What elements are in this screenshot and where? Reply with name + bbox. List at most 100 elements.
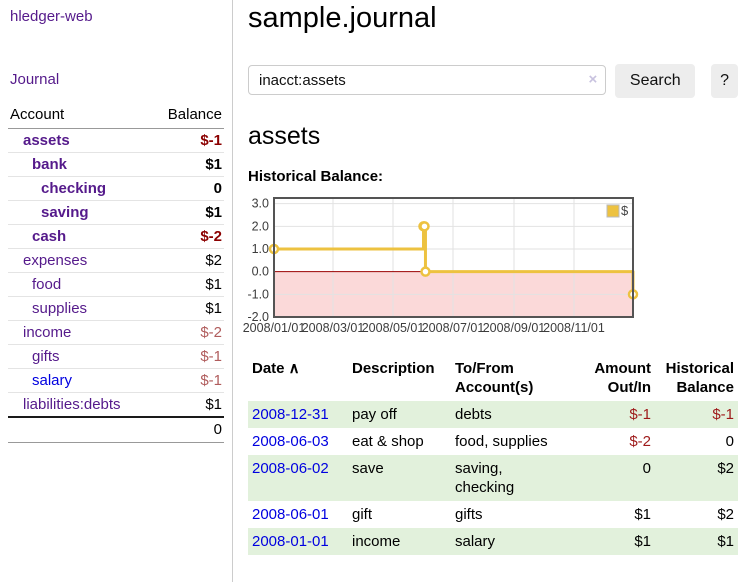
account-heading: assets [248,122,321,150]
transaction-amount: 0 [642,460,651,477]
account-link-food[interactable]: food [32,276,62,293]
sidebar: hledger-web Journal Account Balance asse… [0,0,233,582]
register-col-to-from: To/From Account(s) [455,360,534,396]
account-balance: $1 [151,200,224,225]
account-row: expenses $2 [8,248,224,273]
main-content: sample.journal × Search ? assets Histori… [243,0,738,555]
account-row: food $1 [8,272,224,297]
transaction-date-link[interactable]: 2008-06-01 [252,506,329,523]
svg-text:-2.0: -2.0 [247,310,269,324]
accounts-col-account: Account [8,102,152,129]
register-row: 2008-06-03 eat & shop food, supplies $-2 0 [248,428,738,455]
transaction-balance: $2 [717,506,734,523]
svg-text:2008/11/01: 2008/11/01 [543,321,605,335]
account-link-expenses[interactable]: expenses [23,252,88,269]
transaction-description: income [352,533,401,550]
register-row: 2008-12-31 pay off debts $-1 $-1 [248,401,738,428]
transaction-amount: $-2 [629,433,651,450]
accounts-total-value: 0 [151,416,224,443]
transaction-description: gift [352,506,373,523]
account-row: checking 0 [8,176,224,201]
transaction-balance: $2 [717,460,734,477]
account-link-cash[interactable]: cash [32,228,67,245]
account-link-assets[interactable]: assets [23,132,70,149]
legend-label: $ [621,203,629,218]
brand-link[interactable]: hledger-web [10,8,93,25]
clear-search-icon[interactable]: × [588,71,598,88]
transaction-amount: $-1 [629,406,651,423]
search-button[interactable]: Search [615,64,696,98]
transaction-description: pay off [352,406,397,423]
register-row: 2008-06-01 gift gifts $1 $2 [248,501,738,528]
transaction-amount: $1 [634,533,651,550]
register-header-row: Date ∧ Description To/From Account(s) Amount… [248,357,738,401]
historical-balance-chart: $3.0 2.0 1.0 0.0 -1.0 -2.0 2008/01/01 2008/03/0… [243,196,738,336]
svg-text:-1.0: -1.0 [247,287,269,301]
search-box: × [248,65,607,97]
account-row: gifts $-1 [8,344,224,369]
transaction-date-link[interactable]: 2008-06-02 [252,460,329,477]
chart-title: Historical Balance: [248,168,384,185]
transaction-description: eat & shop [352,433,424,450]
account-link-saving[interactable]: saving [41,204,89,221]
account-link-liabilities-debts[interactable]: liabilities:debts [23,396,121,413]
accounts-header-row: Account Balance [8,102,224,129]
svg-text:2008/01/01: 2008/01/01 [243,321,306,335]
account-balance: $2 [151,248,224,273]
svg-text:2008/07/01: 2008/07/01 [422,321,485,335]
account-link-income[interactable]: income [23,324,72,341]
register-col-historical: Historical Balance [665,360,734,396]
account-balance: $1 [151,272,224,297]
register-col-description: Description [352,360,435,377]
accounts-table: Account Balance assets $-1 bank $1 checking 0… [8,102,224,443]
register-row: 2008-01-01 income salary $1 $1 [248,528,738,555]
svg-text:2008/03/01: 2008/03/01 [302,321,365,335]
account-row: assets $-1 [8,129,224,153]
account-link-checking[interactable]: checking [41,180,107,197]
account-balance: 0 [151,176,224,201]
account-link-bank[interactable]: bank [32,156,68,173]
svg-text:3.0: 3.0 [252,197,269,211]
account-link-supplies[interactable]: supplies [32,300,88,317]
transaction-accounts: debts [455,406,492,423]
account-row: saving $1 [8,200,224,225]
account-balance: $-1 [151,344,224,369]
account-row: supplies $1 [8,296,224,321]
search-bar: × Search ? [248,64,738,98]
svg-text:0.0: 0.0 [252,265,269,279]
legend-swatch [606,204,620,218]
transaction-date-link[interactable]: 2008-06-03 [252,433,329,450]
transaction-balance: $-1 [712,406,734,423]
help-button[interactable]: ? [711,64,738,98]
account-balance: $1 [151,392,224,417]
transaction-accounts: gifts [455,506,483,523]
sidebar-item-journal[interactable]: Journal [10,71,60,88]
account-row: cash $-2 [8,224,224,249]
account-balance: $1 [151,296,224,321]
svg-text:1.0: 1.0 [252,242,269,256]
account-row: income $-2 [8,320,224,345]
transaction-date-link[interactable]: 2008-01-01 [252,533,329,550]
svg-text:2008/09/01: 2008/09/01 [483,321,546,335]
transaction-accounts: food, supplies [455,433,548,450]
accounts-total-row: 0 [8,416,224,443]
account-balance: $-2 [151,320,224,345]
page-title: sample.journal [248,2,437,34]
transaction-description: save [352,460,384,477]
account-balance: $-1 [200,132,222,149]
register-col-date[interactable]: Date ∧ [252,360,300,377]
svg-text:2.0: 2.0 [252,219,269,233]
account-link-gifts[interactable]: gifts [32,348,60,365]
transaction-date-link[interactable]: 2008-12-31 [252,406,329,423]
transaction-balance: $1 [717,533,734,550]
sort-ascending-icon[interactable]: ∧ [284,360,300,377]
account-row: salary $-1 [8,368,224,393]
account-link-salary[interactable]: salary [32,372,73,389]
account-balance: $-2 [151,224,224,249]
accounts-col-balance: Balance [151,102,224,129]
account-balance: $1 [151,152,224,177]
search-input[interactable] [248,65,607,95]
register-row: 2008-06-02 save saving, checking 0 $2 [248,455,738,501]
account-row: bank $1 [8,152,224,177]
transaction-accounts: salary [455,533,496,550]
